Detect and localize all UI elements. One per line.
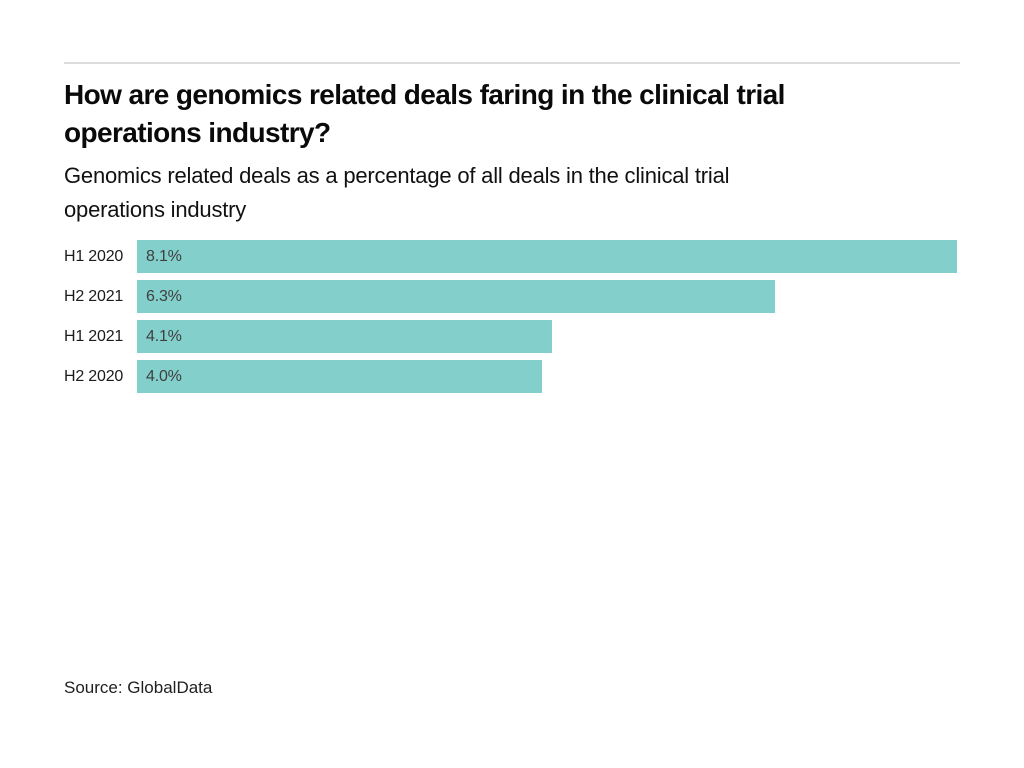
category-label: H2 2020 [64, 367, 124, 385]
bar-track: 8.1% [137, 240, 957, 273]
category-label: H1 2020 [64, 247, 124, 265]
bar-value-label: 4.0% [146, 367, 182, 385]
bar-track: 4.1% [137, 320, 957, 353]
top-divider [64, 62, 960, 64]
bar: 4.0% [137, 360, 542, 393]
bar-row: H2 2020 4.0% [64, 360, 960, 393]
bar-value-label: 4.1% [146, 327, 182, 345]
bar-value-label: 8.1% [146, 247, 182, 265]
article-chart-page: How are genomics related deals faring in… [64, 62, 960, 698]
bar: 6.3% [137, 280, 775, 313]
chart-subtitle: Genomics related deals as a percentage o… [64, 159, 960, 227]
chart-subtitle-line-2: operations industry [64, 197, 247, 222]
bar-value-label: 6.3% [146, 287, 182, 305]
category-label: H1 2021 [64, 327, 124, 345]
bar-row: H2 2021 6.3% [64, 280, 960, 313]
bar-chart: H1 2020 8.1% H2 2021 6.3% H1 2021 4.1% H2 2020… [64, 240, 960, 393]
bar-row: H1 2021 4.1% [64, 320, 960, 353]
bar: 8.1% [137, 240, 957, 273]
page-title: How are genomics related deals faring in… [64, 76, 960, 152]
bar-track: 6.3% [137, 280, 957, 313]
chart-subtitle-line-1: Genomics related deals as a percentage o… [64, 163, 730, 188]
bar-row: H1 2020 8.1% [64, 240, 960, 273]
category-label: H2 2021 [64, 287, 124, 305]
bar: 4.1% [137, 320, 553, 353]
bar-track: 4.0% [137, 360, 957, 393]
page-title-line-2: operations industry? [64, 117, 331, 148]
source-text: Source: GlobalData [64, 678, 213, 697]
page-title-line-1: How are genomics related deals faring in… [64, 79, 785, 110]
